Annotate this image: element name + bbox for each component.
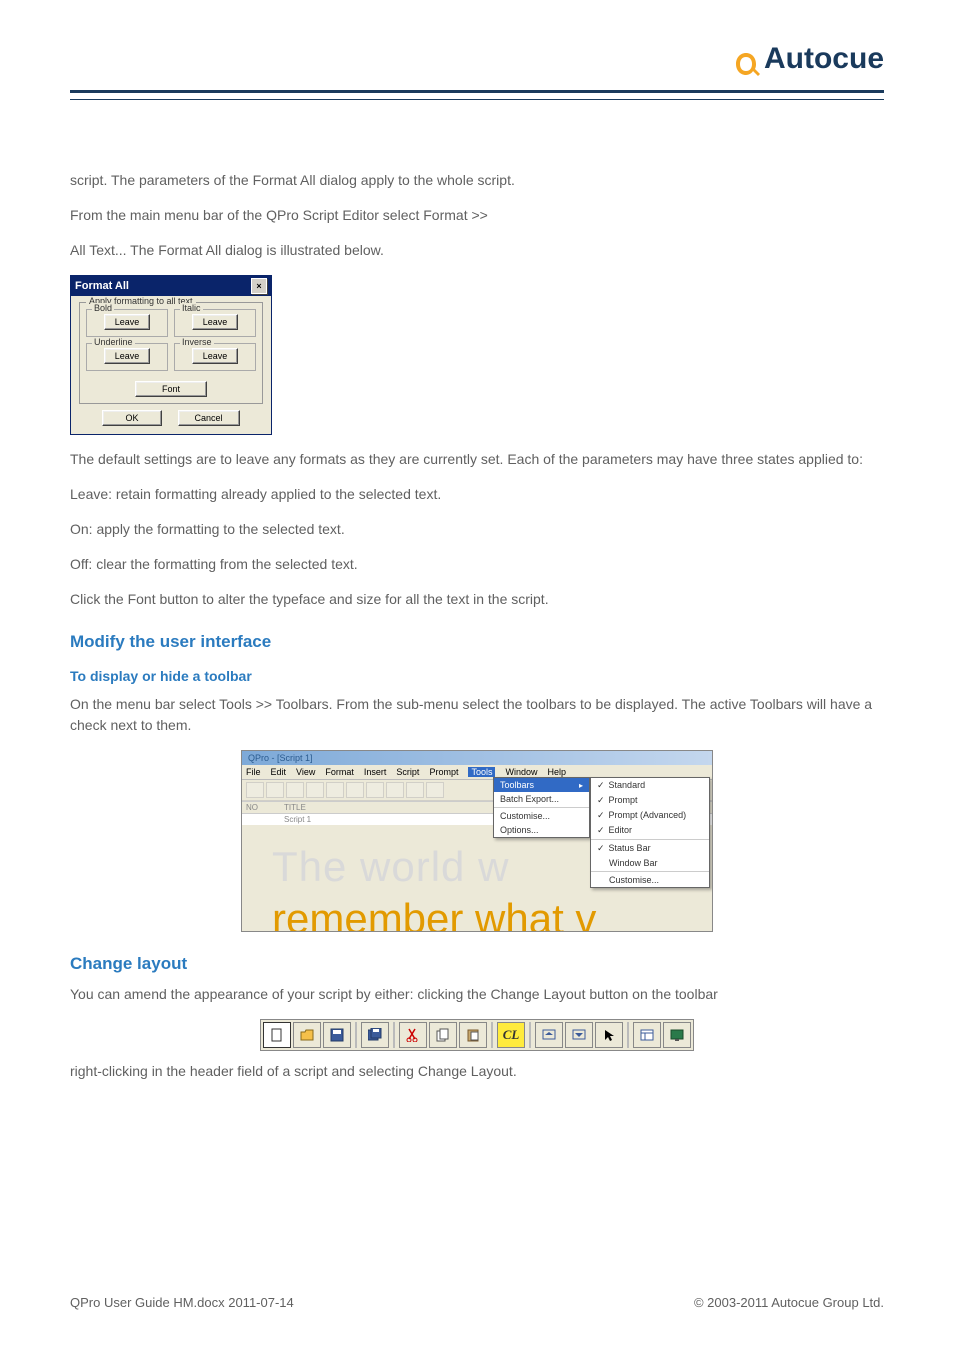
dialog-title: Format All	[75, 280, 129, 292]
saveall-icon[interactable]	[361, 1022, 389, 1048]
page: Autocue script. The parameters of the Fo…	[0, 0, 954, 1350]
ok-button[interactable]: OK	[102, 410, 161, 426]
header: Autocue	[70, 40, 884, 78]
format-group: Apply formatting to all text Bold Leave …	[79, 302, 263, 404]
prompt-down-icon[interactable]	[565, 1022, 593, 1048]
new-icon[interactable]	[263, 1022, 291, 1048]
paragraph: The default settings are to leave any fo…	[70, 449, 884, 470]
paragraph: Off: clear the formatting from the selec…	[70, 554, 884, 575]
qpro-screenshot: QPro - [Script 1] File Edit View Format …	[241, 750, 713, 932]
ss-bigtext-1: The world w	[272, 843, 509, 891]
toolbars-submenu: Standard Prompt Prompt (Advanced) Editor…	[590, 777, 710, 888]
mi-windowbar[interactable]: Window Bar	[591, 856, 709, 870]
menu-edit[interactable]: Edit	[271, 767, 287, 777]
screen-icon[interactable]	[663, 1022, 691, 1048]
row-no	[242, 814, 280, 825]
italic-leave-button[interactable]: Leave	[192, 314, 239, 330]
toolbar-btn[interactable]	[266, 782, 284, 798]
prompt-icon[interactable]	[535, 1022, 563, 1048]
paragraph: On: apply the formatting to the selected…	[70, 519, 884, 540]
toolbar-btn[interactable]	[246, 782, 264, 798]
toolbar-btn[interactable]	[306, 782, 324, 798]
toolbar-btn[interactable]	[366, 782, 384, 798]
paragraph: right-clicking in the header field of a …	[70, 1061, 884, 1082]
col-no: NO	[242, 802, 280, 813]
logo-mark-icon	[732, 50, 760, 78]
mi-status[interactable]: Status Bar	[591, 841, 709, 856]
tools-dropdown: Toolbars Batch Export... Customise... Op…	[493, 777, 590, 838]
menu-view[interactable]: View	[296, 767, 315, 777]
cut-icon[interactable]	[399, 1022, 427, 1048]
mi-editor[interactable]: Editor	[591, 823, 709, 838]
font-button[interactable]: Font	[135, 381, 207, 397]
mi-options[interactable]: Options...	[494, 823, 589, 837]
menu-prompt[interactable]: Prompt	[429, 767, 458, 777]
close-icon[interactable]: ×	[251, 278, 267, 294]
pointer-icon[interactable]	[595, 1022, 623, 1048]
toolbar-btn[interactable]	[406, 782, 424, 798]
mi-customise2[interactable]: Customise...	[591, 873, 709, 887]
mi-batch[interactable]: Batch Export...	[494, 792, 589, 806]
mi-standard[interactable]: Standard	[591, 778, 709, 793]
toolbar-btn[interactable]	[346, 782, 364, 798]
header-rule	[70, 90, 884, 93]
inverse-label: Inverse	[180, 337, 214, 347]
dialog-body: Apply formatting to all text Bold Leave …	[71, 296, 271, 434]
heading-display-toolbar: To display or hide a toolbar	[70, 668, 884, 684]
save-icon[interactable]	[323, 1022, 351, 1048]
footer-right: © 2003-2011 Autocue Group Ltd.	[694, 1295, 884, 1310]
change-layout-button[interactable]: CL	[497, 1022, 525, 1048]
heading-change-layout: Change layout	[70, 954, 884, 974]
bold-label: Bold	[92, 303, 114, 313]
underline-leave-button[interactable]: Leave	[104, 348, 151, 364]
mi-customise[interactable]: Customise...	[494, 809, 589, 823]
paragraph: On the menu bar select Tools >> Toolbars…	[70, 694, 884, 736]
bold-group: Bold Leave	[86, 309, 168, 337]
mi-toolbars[interactable]: Toolbars	[494, 778, 589, 792]
ss-titlebar: QPro - [Script 1]	[242, 751, 712, 765]
menu-window[interactable]: Window	[505, 767, 537, 777]
footer: QPro User Guide HM.docx 2011-07-14 © 200…	[70, 1295, 884, 1310]
toolbar-strip: CL	[70, 1019, 884, 1051]
inverse-leave-button[interactable]: Leave	[192, 348, 239, 364]
logo-text: Autocue	[764, 42, 884, 76]
bold-leave-button[interactable]: Leave	[104, 314, 151, 330]
menu-format[interactable]: Format	[325, 767, 354, 777]
heading-modify-ui: Modify the user interface	[70, 632, 884, 652]
paragraph: script. The parameters of the Format All…	[70, 170, 884, 191]
italic-group: Italic Leave	[174, 309, 256, 337]
menu-help[interactable]: Help	[547, 767, 566, 777]
underline-group: Underline Leave	[86, 343, 168, 371]
dialog-titlebar: Format All ×	[71, 276, 271, 296]
copy-icon[interactable]	[429, 1022, 457, 1048]
menu-insert[interactable]: Insert	[364, 767, 387, 777]
menu-script[interactable]: Script	[396, 767, 419, 777]
mi-prompt[interactable]: Prompt	[591, 793, 709, 808]
paragraph: Leave: retain formatting already applied…	[70, 484, 884, 505]
open-icon[interactable]	[293, 1022, 321, 1048]
format-all-dialog: Format All × Apply formatting to all tex…	[70, 275, 272, 435]
ss-bigtext-2: remember what v	[272, 895, 596, 932]
paragraph: Click the Font button to alter the typef…	[70, 589, 884, 610]
header-rule-inner	[70, 99, 884, 100]
paragraph: You can amend the appearance of your scr…	[70, 984, 884, 1005]
paragraph: All Text... The Format All dialog is ill…	[70, 240, 884, 261]
italic-label: Italic	[180, 303, 203, 313]
inverse-group: Inverse Leave	[174, 343, 256, 371]
logo: Autocue	[732, 40, 884, 78]
paste-icon[interactable]	[459, 1022, 487, 1048]
toolbar-btn[interactable]	[326, 782, 344, 798]
footer-left: QPro User Guide HM.docx 2011-07-14	[70, 1295, 294, 1310]
toolbar-btn[interactable]	[426, 782, 444, 798]
menu-file[interactable]: File	[246, 767, 261, 777]
paragraph: From the main menu bar of the QPro Scrip…	[70, 205, 884, 226]
layout-icon[interactable]	[633, 1022, 661, 1048]
toolbar-btn[interactable]	[286, 782, 304, 798]
underline-label: Underline	[92, 337, 135, 347]
cancel-button[interactable]: Cancel	[178, 410, 240, 426]
toolbar-btn[interactable]	[386, 782, 404, 798]
menu-tools[interactable]: Tools	[468, 767, 495, 777]
mi-prompt-adv[interactable]: Prompt (Advanced)	[591, 808, 709, 823]
